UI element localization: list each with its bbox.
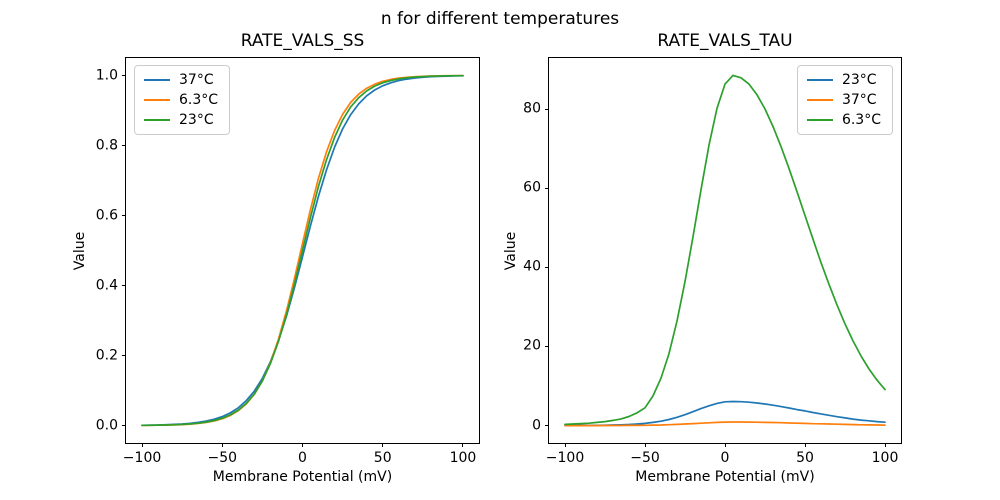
legend-entry-37°C: 37°C bbox=[805, 91, 883, 109]
x-tick-label: 100 bbox=[871, 450, 899, 466]
legend-label: 6.3°C bbox=[841, 112, 881, 128]
y-tick-label: 0.8 bbox=[95, 137, 118, 154]
legend-line-swatch bbox=[144, 119, 170, 121]
y-tick-label: 0.2 bbox=[95, 347, 118, 364]
y-tick-label: 0.6 bbox=[95, 207, 118, 224]
legend-line-swatch bbox=[806, 79, 833, 81]
series-line-6.3°C bbox=[564, 74, 886, 426]
y-tick bbox=[122, 285, 126, 286]
legend-ss: 37°C 6.3°C 23°C bbox=[134, 65, 231, 135]
legend-entry-37°C: 37°C bbox=[142, 71, 220, 89]
legend-label: 6.3°C bbox=[179, 92, 219, 108]
x-tick bbox=[382, 443, 384, 447]
legend-tau: 23°C 37°C 6.3°C bbox=[796, 65, 893, 135]
legend-entry-6.3°C: 6.3°C bbox=[805, 111, 883, 129]
y-tick bbox=[545, 187, 549, 189]
x-axis-label-ss: Membrane Potential (mV) bbox=[212, 469, 393, 485]
series-line-23°C bbox=[141, 74, 464, 427]
x-tick-label: 100 bbox=[449, 450, 477, 466]
x-tick-label: 50 bbox=[373, 450, 392, 466]
y-tick bbox=[545, 345, 549, 347]
y-tick-label: 0.4 bbox=[95, 277, 118, 294]
y-tick bbox=[122, 145, 126, 146]
legend-entry-23°C: 23°C bbox=[805, 71, 883, 89]
y-tick-label: 0.0 bbox=[95, 417, 118, 434]
figure-suptitle: n for different temperatures bbox=[380, 9, 620, 29]
legend-label: 37°C bbox=[179, 72, 214, 88]
x-tick-label: 50 bbox=[796, 450, 814, 466]
x-tick bbox=[884, 443, 886, 447]
y-tick bbox=[545, 266, 549, 268]
x-tick-label: 0 bbox=[298, 450, 307, 466]
legend-entry-23°C: 23°C bbox=[142, 111, 220, 129]
x-tick bbox=[804, 443, 806, 447]
legend-line-swatch bbox=[806, 119, 833, 121]
y-tick-label: 1.0 bbox=[95, 67, 118, 84]
y-tick bbox=[122, 355, 126, 356]
x-tick bbox=[644, 443, 646, 447]
x-tick bbox=[724, 443, 726, 447]
plot-area-ss bbox=[141, 74, 464, 427]
x-axis-label-tau: Membrane Potential (mV) bbox=[635, 469, 815, 485]
axes-rate-vals-tau: RATE_VALS_TAU Value 23°C 37°C 6.3°C Membra… bbox=[503, 31, 902, 485]
axes-rate-vals-ss: RATE_VALS_SS Value 37°C 6.3°C 23°C Membran… bbox=[72, 31, 480, 485]
y-tick bbox=[122, 215, 126, 216]
legend-entry-6.3°C: 6.3°C bbox=[142, 91, 220, 109]
x-tick bbox=[564, 443, 566, 447]
x-tick-label: 0 bbox=[720, 450, 730, 466]
x-tick-label: −50 bbox=[630, 450, 660, 466]
legend-label: 37°C bbox=[841, 92, 877, 108]
y-axis-label-ss: Value bbox=[72, 231, 88, 270]
x-tick-label: −50 bbox=[207, 450, 238, 466]
x-tick bbox=[302, 443, 303, 447]
y-tick-label: 80 bbox=[523, 100, 541, 117]
legend-label: 23°C bbox=[841, 72, 877, 88]
legend-line-swatch bbox=[144, 99, 170, 101]
y-tick-label: 60 bbox=[523, 179, 541, 196]
plot-area-tau bbox=[564, 74, 886, 427]
x-tick-label: −100 bbox=[545, 450, 585, 466]
y-tick-label: 0 bbox=[532, 417, 541, 434]
legend-line-swatch bbox=[806, 99, 833, 101]
x-tick bbox=[221, 443, 223, 447]
series-line-37°C bbox=[564, 421, 886, 427]
y-tick bbox=[122, 425, 126, 426]
subplot-title-tau: RATE_VALS_TAU bbox=[657, 31, 793, 51]
y-tick bbox=[122, 75, 126, 76]
y-tick-label: 40 bbox=[523, 258, 541, 275]
legend-line-swatch bbox=[144, 79, 170, 81]
legend-label: 23°C bbox=[179, 112, 214, 128]
y-tick bbox=[545, 108, 549, 110]
y-tick-label: 20 bbox=[523, 338, 541, 355]
subplot-title-ss: RATE_VALS_SS bbox=[240, 31, 365, 51]
x-tick bbox=[462, 443, 464, 447]
y-axis-label-tau: Value bbox=[503, 231, 519, 270]
x-tick-label: −100 bbox=[122, 450, 162, 466]
y-tick bbox=[545, 425, 549, 427]
x-tick bbox=[141, 443, 143, 447]
